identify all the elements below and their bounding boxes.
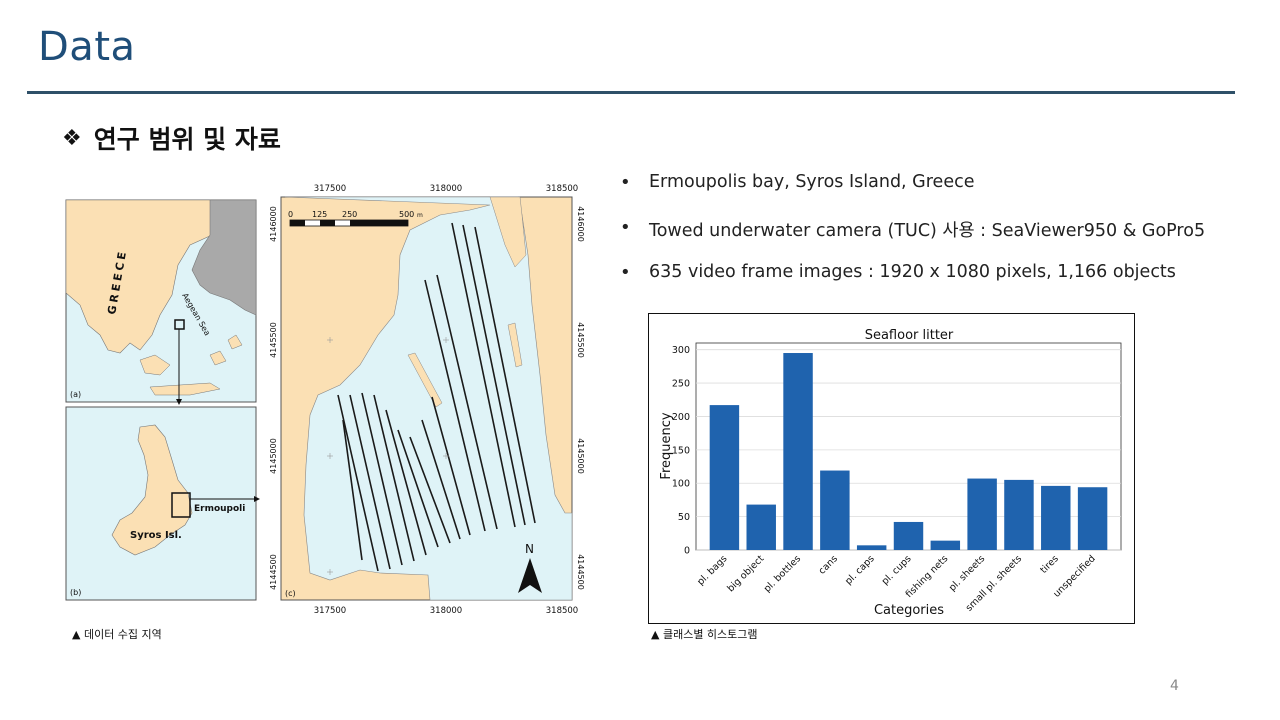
- island-label: Syros Isl.: [130, 530, 182, 541]
- bar-unspecified: [1077, 487, 1108, 550]
- scale-tick: 500: [399, 210, 414, 219]
- northing-left: 4145000: [269, 438, 278, 474]
- panel-b-label: (b): [70, 588, 81, 597]
- y-tick-label: 300: [672, 345, 690, 356]
- northing-left: 4145500: [269, 322, 278, 358]
- histogram-svg: Seafloor litter 0 50 100 150 200 250 300 pl. b…: [659, 328, 1122, 618]
- chart-caption: ▲ 클래스별 히스토그램: [651, 628, 758, 641]
- panel-a-greece: GREECE Aegean Sea (a): [65, 199, 257, 405]
- y-tick-label: 100: [672, 479, 690, 490]
- scale-tick: 125: [312, 210, 327, 219]
- study-area-map: GREECE Aegean Sea (a) Syros Isl. Ermoupo…: [60, 175, 590, 620]
- bar-pl-caps: [856, 545, 887, 550]
- bar-small-pl-sheets: [1004, 479, 1034, 550]
- y-axis-label: Frequency: [659, 412, 674, 479]
- y-tick-label: 250: [672, 379, 690, 390]
- x-tick-label: big object: [725, 553, 766, 594]
- bar-pl-cups: [893, 521, 924, 550]
- bullet-item: 635 video frame images : 1920 x 1080 pix…: [620, 262, 1205, 307]
- easting-bottom: 318500: [546, 606, 578, 616]
- bar-fishing-nets: [930, 540, 961, 550]
- panel-a-label: (a): [70, 390, 81, 399]
- northing-right: 4145000: [576, 438, 585, 474]
- panel-c-label: (c): [285, 589, 296, 598]
- bar-pl-sheets: [967, 478, 997, 550]
- easting-top: 317500: [314, 184, 346, 194]
- northing-right: 4144500: [576, 554, 585, 590]
- northing-left: 4144500: [269, 554, 278, 590]
- easting-top: 318500: [546, 184, 578, 194]
- chart-title: Seafloor litter: [865, 328, 954, 343]
- easting-bottom: 317500: [314, 606, 346, 616]
- section-heading: ❖ 연구 범위 및 자료: [62, 120, 281, 156]
- map-figure: GREECE Aegean Sea (a) Syros Isl. Ermoupo…: [65, 184, 585, 616]
- x-tick-label: pl. cups: [880, 553, 914, 587]
- town-label: Ermoupoli: [194, 504, 245, 514]
- northing-left: 4146000: [269, 206, 278, 242]
- northing-right: 4145500: [576, 322, 585, 358]
- y-tick-label: 200: [672, 412, 690, 423]
- northing-right: 4146000: [576, 206, 585, 242]
- bar-big-object: [746, 504, 776, 550]
- histogram-chart: Seafloor litter 0 50 100 150 200 250 300 pl. b…: [648, 313, 1135, 624]
- bar-tires: [1041, 485, 1071, 550]
- slide-title: Data: [38, 24, 136, 70]
- panel-b-syros: Syros Isl. Ermoupoli (b): [65, 406, 260, 601]
- x-tick-label: cans: [817, 553, 840, 576]
- easting-bottom: 318000: [430, 606, 462, 616]
- section-heading-text: 연구 범위 및 자료: [93, 125, 281, 154]
- north-arrow-icon: [518, 558, 542, 593]
- bullet-item: Ermoupolis bay, Syros Island, Greece: [620, 172, 1205, 217]
- page-number: 4: [1170, 678, 1179, 694]
- scale-tick: 250: [342, 210, 357, 219]
- panel-c-bay: 0 125 250 500 m N (c): [280, 196, 573, 601]
- x-tick-label: pl. bottles: [762, 553, 803, 594]
- y-tick-label: 0: [684, 546, 690, 557]
- x-axis-label: Categories: [874, 603, 944, 618]
- scale-tick: 0: [288, 210, 293, 219]
- scale-unit: m: [417, 212, 423, 219]
- y-tick-label: 150: [672, 445, 690, 456]
- x-tick-label: pl. caps: [843, 553, 877, 587]
- north-label: N: [525, 542, 534, 556]
- bar-pl-bottles: [783, 353, 813, 550]
- y-tick-label: 50: [678, 512, 690, 523]
- x-tick-label: pl. bags: [695, 553, 729, 587]
- diamond-bullet-icon: ❖: [62, 125, 82, 151]
- bullet-item: Towed underwater camera (TUC) 사용 : SeaVi…: [620, 217, 1205, 262]
- bar-cans: [820, 470, 850, 550]
- map-caption: ▲ 데이터 수집 지역: [72, 628, 162, 641]
- bullet-list: Ermoupolis bay, Syros Island, Greece Tow…: [620, 172, 1205, 307]
- easting-top: 318000: [430, 184, 462, 194]
- bar-pl-bags: [709, 405, 740, 550]
- x-tick-label: tires: [1038, 553, 1061, 576]
- title-divider: [27, 91, 1235, 94]
